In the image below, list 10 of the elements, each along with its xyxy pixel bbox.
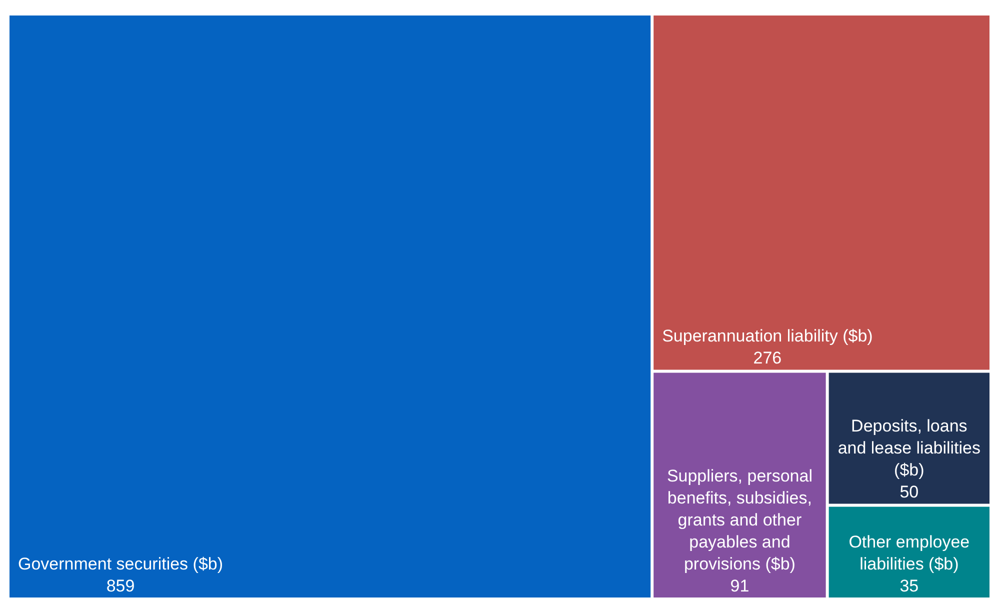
data-label: 91 — [730, 576, 750, 596]
category-label: Other employee liabilities ($b) — [848, 532, 970, 574]
category-label: Suppliers, personal benefits, subsidies, grants and other payables and provisions ($b) — [666, 466, 812, 574]
data-label: 35 — [900, 576, 919, 596]
data-label: 50 — [900, 482, 919, 502]
data-label: 859 — [106, 576, 135, 596]
category-label: Superannuation liability ($b) — [662, 326, 873, 346]
data-label: 276 — [753, 348, 782, 368]
category-label: Government securities ($b) — [18, 554, 224, 574]
category-label: Deposits, loans and lease liabilities ($b) — [838, 416, 981, 480]
